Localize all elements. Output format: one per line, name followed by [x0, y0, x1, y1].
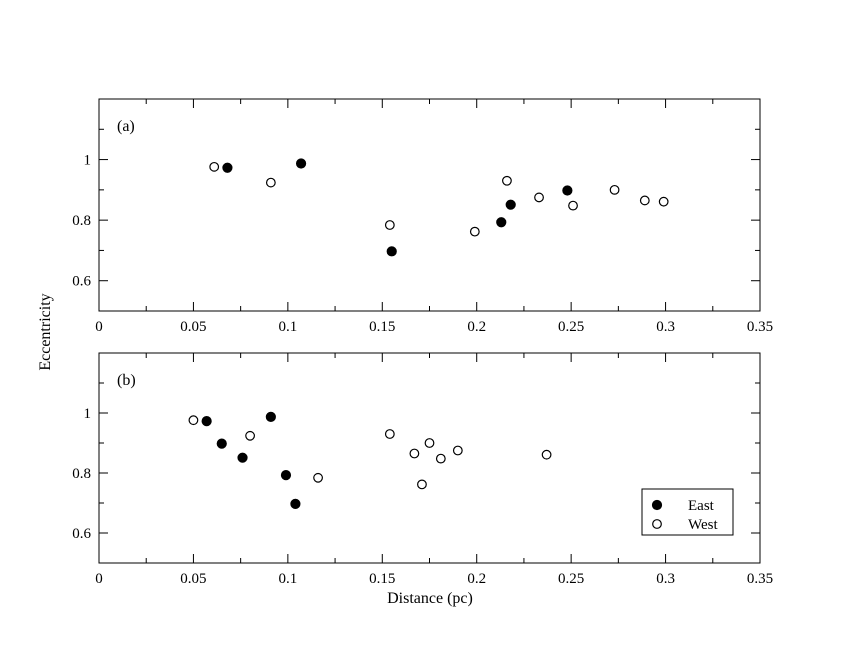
east-point: [216, 438, 227, 449]
x-tick-label: 0.05: [180, 319, 206, 335]
x-tick-label: 0.35: [747, 319, 773, 335]
legend-west-marker: [652, 519, 662, 529]
x-tick-label: 0.1: [278, 319, 297, 335]
x-tick-label: 0.3: [656, 571, 675, 587]
west-point: [534, 192, 544, 203]
legend-east-marker: [651, 499, 663, 511]
y-tick-label: 0.6: [72, 274, 91, 290]
x-tick-label: 0.25: [558, 319, 584, 335]
y-tick-label: 1: [84, 153, 92, 169]
east-point: [386, 246, 397, 257]
west-point: [424, 438, 435, 448]
legend: East West: [641, 488, 734, 536]
west-point: [384, 429, 395, 439]
west-point: [541, 449, 552, 460]
y-tick-label: 0.8: [72, 466, 91, 482]
west-point: [265, 177, 276, 188]
x-tick-label: 0.15: [369, 319, 395, 335]
y-tick-label: 0.8: [72, 213, 91, 229]
east-point: [562, 185, 573, 196]
east-point: [201, 416, 212, 427]
west-point: [384, 220, 395, 230]
west-point: [568, 200, 578, 211]
x-tick-label: 0.35: [747, 571, 773, 587]
west-point: [188, 415, 199, 426]
west-point: [502, 175, 512, 186]
west-point: [469, 226, 480, 237]
west-point: [658, 196, 669, 207]
x-tick-label: 0: [95, 571, 103, 587]
panel-tag: (b): [117, 372, 136, 389]
y-tick-label: 1: [84, 406, 92, 422]
west-point: [435, 453, 446, 464]
east-point: [505, 199, 516, 210]
west-point: [417, 479, 427, 490]
west-point: [452, 445, 463, 456]
x-axis-title: Distance (pc): [387, 590, 473, 607]
panel-a: 0 0.05 0.1 0.15 0.2 0.25 0.3 0.35 0.6 0.8 1 (a): [72, 98, 773, 335]
y-tick-label: 0.6: [72, 526, 91, 542]
west-point: [409, 448, 420, 459]
legend-west-label: West: [688, 517, 718, 533]
x-tick-label: 0: [95, 319, 103, 335]
legend-east-label: East: [688, 498, 715, 514]
x-tick-label: 0.2: [467, 319, 486, 335]
x-tick-label: 0.15: [369, 571, 395, 587]
panel-b: 0 0.05 0.1 0.15 0.2 0.25 0.3 0.35 0.6 0.8 1 (b): [72, 352, 773, 587]
y-axis-title: Eccentricity: [37, 293, 54, 370]
panel-tag: (a): [117, 118, 135, 135]
east-point: [290, 498, 301, 509]
x-tick-label: 0.2: [467, 571, 486, 587]
west-point: [639, 195, 650, 206]
east-point: [237, 452, 248, 463]
x-tick-label: 0.1: [278, 571, 297, 587]
east-point: [496, 217, 507, 228]
west-point: [245, 430, 255, 441]
x-tick-label: 0.05: [180, 571, 206, 587]
x-tick-label: 0.3: [656, 319, 675, 335]
east-point: [265, 411, 276, 422]
west-point: [209, 161, 220, 172]
west-point: [313, 472, 323, 483]
x-tick-label: 0.25: [558, 571, 584, 587]
east-point: [280, 470, 292, 481]
west-point: [609, 184, 620, 195]
east-point: [222, 162, 233, 173]
east-point: [295, 158, 307, 169]
